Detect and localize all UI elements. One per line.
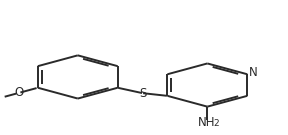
Text: N: N [249,66,258,79]
Text: S: S [139,87,146,100]
Text: NH: NH [198,116,215,129]
Text: 2: 2 [213,119,219,128]
Text: O: O [14,86,24,99]
